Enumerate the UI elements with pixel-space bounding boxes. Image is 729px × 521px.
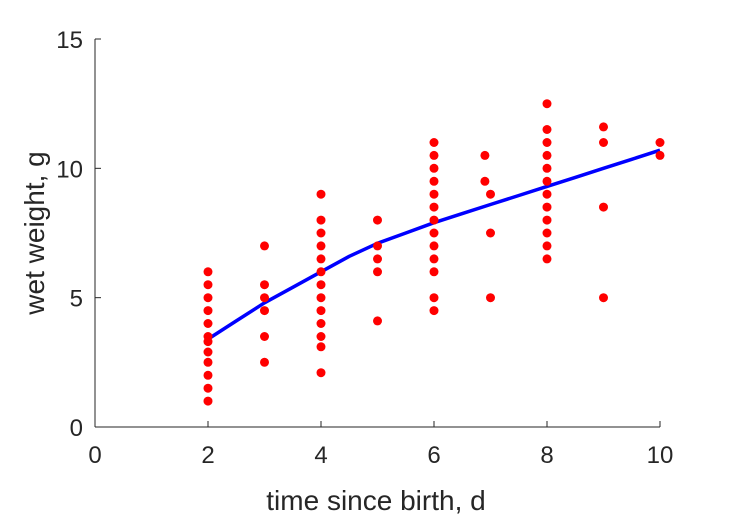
data-point xyxy=(429,189,439,199)
data-point xyxy=(429,163,439,173)
data-point xyxy=(260,293,269,303)
data-point xyxy=(373,241,382,251)
data-point xyxy=(542,228,552,238)
data-point xyxy=(429,306,439,316)
data-point xyxy=(316,215,326,225)
data-point xyxy=(373,316,382,326)
data-point xyxy=(316,189,326,199)
data-point xyxy=(542,189,552,199)
data-point xyxy=(542,138,552,147)
data-point xyxy=(429,241,439,251)
data-point xyxy=(486,228,495,238)
data-point xyxy=(316,342,326,352)
data-point xyxy=(599,138,608,147)
data-point xyxy=(260,280,269,290)
x-tick-label: 10 xyxy=(647,442,674,469)
axes xyxy=(94,38,661,428)
data-point xyxy=(316,332,326,341)
data-point xyxy=(542,254,552,264)
data-point xyxy=(316,293,326,303)
data-point xyxy=(655,138,665,147)
data-point xyxy=(542,215,552,225)
data-point xyxy=(316,306,326,316)
data-point xyxy=(480,176,490,186)
data-point xyxy=(316,228,326,238)
data-point xyxy=(542,241,552,251)
data-point xyxy=(542,176,552,186)
data-point xyxy=(316,241,326,251)
x-axis-label: time since birth, d xyxy=(266,485,485,516)
data-point xyxy=(429,150,439,160)
data-point xyxy=(203,319,213,328)
data-point xyxy=(260,357,269,367)
x-tick-label: 0 xyxy=(88,442,101,469)
x-tick-label: 2 xyxy=(201,442,214,469)
data-point xyxy=(373,267,382,277)
data-point xyxy=(542,150,552,160)
data-point xyxy=(429,293,439,303)
data-points-layer xyxy=(203,99,665,406)
data-point xyxy=(542,202,552,212)
data-point xyxy=(599,202,608,212)
data-point xyxy=(316,368,326,378)
y-tick-label: 0 xyxy=(70,415,83,442)
data-point xyxy=(203,293,213,303)
data-point xyxy=(316,280,326,290)
data-point xyxy=(599,293,608,303)
data-point xyxy=(316,254,326,264)
data-point xyxy=(429,228,439,238)
x-tick-label: 4 xyxy=(314,442,327,469)
data-point xyxy=(429,138,439,147)
data-point xyxy=(203,383,213,393)
data-point xyxy=(203,280,213,290)
data-point xyxy=(542,125,552,134)
y-tick-label: 15 xyxy=(56,27,83,54)
data-point xyxy=(260,306,269,316)
data-point xyxy=(486,293,495,303)
data-point xyxy=(429,267,439,277)
y-tick-label: 10 xyxy=(56,156,83,183)
tick-labels-layer: 0 2 4 6 8 10 0 5 10 15 xyxy=(56,27,673,469)
data-point xyxy=(655,150,665,160)
data-point xyxy=(203,267,213,277)
data-point xyxy=(480,150,490,160)
data-point xyxy=(203,306,213,316)
data-point xyxy=(429,176,439,186)
data-point xyxy=(429,202,439,212)
data-point xyxy=(203,396,213,406)
data-point xyxy=(542,99,552,109)
data-point xyxy=(373,254,382,264)
y-tick-label: 5 xyxy=(70,286,83,313)
data-point xyxy=(260,332,269,341)
data-point xyxy=(260,241,269,251)
data-point xyxy=(316,267,326,277)
data-point xyxy=(203,347,213,357)
data-point xyxy=(429,215,439,225)
data-point xyxy=(373,215,382,225)
x-tick-label: 6 xyxy=(427,442,440,469)
data-point xyxy=(599,122,608,132)
data-point xyxy=(486,189,495,199)
x-tick-label: 8 xyxy=(540,442,553,469)
data-point xyxy=(429,254,439,264)
data-point xyxy=(316,319,326,328)
data-point xyxy=(203,337,213,347)
data-point xyxy=(542,163,552,173)
y-axis-label: wet weight, g xyxy=(19,151,50,315)
data-point xyxy=(203,370,213,380)
data-point xyxy=(203,357,213,367)
